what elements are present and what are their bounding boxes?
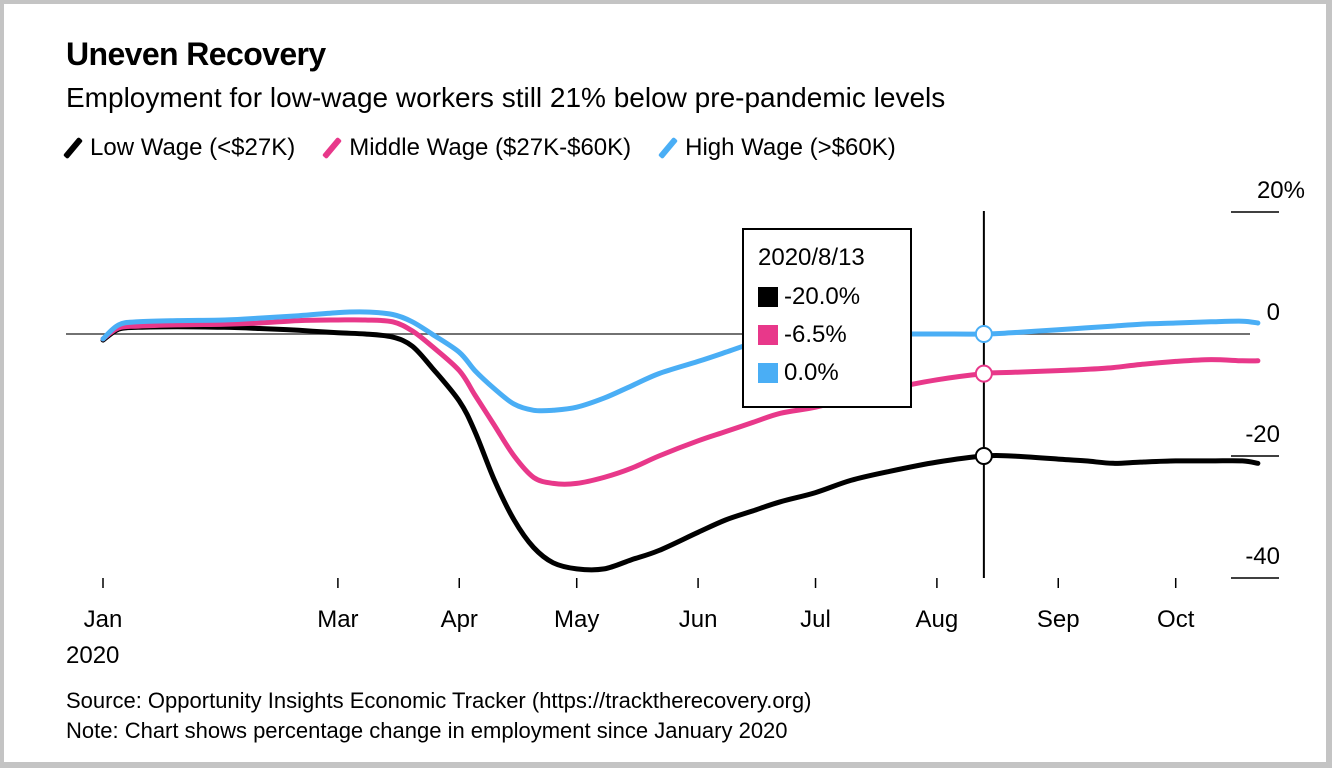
x-tick-label: Jun bbox=[679, 606, 718, 633]
legend-label-low-wage: Low Wage (<$27K) bbox=[90, 134, 296, 161]
series-line-high-wage[interactable] bbox=[100, 309, 1261, 414]
crosshair-marker-low-wage bbox=[974, 447, 993, 465]
x-tick-label: May bbox=[554, 606, 599, 633]
x-tick-label: Aug bbox=[916, 606, 959, 633]
tooltip-value-low-wage: -20.0% bbox=[784, 283, 861, 310]
chart-subtitle: Employment for low-wage workers still 21… bbox=[66, 82, 946, 113]
x-tick-label: Oct bbox=[1157, 606, 1195, 633]
series-line-low-wage[interactable] bbox=[100, 324, 1261, 573]
y-tick-label: 20% bbox=[1257, 177, 1305, 204]
y-tick-label: -20 bbox=[1245, 421, 1280, 448]
crosshair-tooltip: 2020/8/13 -20.0% -6.5% 0.0% bbox=[742, 228, 912, 408]
legend-item-low-wage[interactable]: Low Wage (<$27K) bbox=[62, 134, 296, 162]
tooltip-value-middle-wage: -6.5% bbox=[784, 321, 847, 348]
legend-item-middle-wage[interactable]: Middle Wage ($27K-$60K) bbox=[317, 134, 631, 162]
tooltip-swatch-low-wage bbox=[758, 287, 778, 307]
x-tick-sublabel: 2020 bbox=[66, 642, 119, 669]
legend-item-high-wage[interactable]: High Wage (>$60K) bbox=[653, 134, 896, 162]
tooltip-value-high-wage: 0.0% bbox=[784, 359, 839, 386]
x-tick-label: Jul bbox=[800, 606, 831, 633]
tooltip-row-low-wage: -20.0% bbox=[758, 278, 910, 316]
x-tick-label: Apr bbox=[441, 606, 478, 633]
source-note: Source: Opportunity Insights Economic Tr… bbox=[66, 688, 812, 713]
y-tick-label: 0 bbox=[1267, 299, 1280, 326]
legend-label-middle-wage: Middle Wage ($27K-$60K) bbox=[349, 134, 632, 161]
chart-card bbox=[4, 4, 1326, 762]
crosshair-marker-middle-wage bbox=[974, 364, 993, 383]
tooltip-row-high-wage: 0.0% bbox=[758, 354, 910, 392]
chart-note: Note: Chart shows percentage change in e… bbox=[66, 718, 788, 743]
tooltip-row-middle-wage: -6.5% bbox=[758, 316, 910, 354]
x-tick-label: Jan bbox=[84, 606, 123, 633]
y-tick-label: -40 bbox=[1245, 543, 1280, 570]
tooltip-date: 2020/8/13 bbox=[758, 244, 865, 271]
legend: Low Wage (<$27K) Middle Wage ($27K-$60K)… bbox=[62, 132, 918, 164]
legend-label-high-wage: High Wage (>$60K) bbox=[685, 134, 896, 161]
tooltip-swatch-middle-wage bbox=[758, 325, 778, 345]
x-tick-label: Mar bbox=[317, 606, 358, 633]
chart-footer: Source: Opportunity Insights Economic Tr… bbox=[66, 686, 811, 746]
series-line-middle-wage[interactable] bbox=[100, 317, 1261, 487]
chart-title: Uneven Recovery bbox=[66, 36, 326, 72]
x-tick-label: Sep bbox=[1037, 606, 1080, 633]
crosshair-marker-high-wage bbox=[974, 325, 993, 343]
tooltip-swatch-high-wage bbox=[758, 363, 778, 383]
